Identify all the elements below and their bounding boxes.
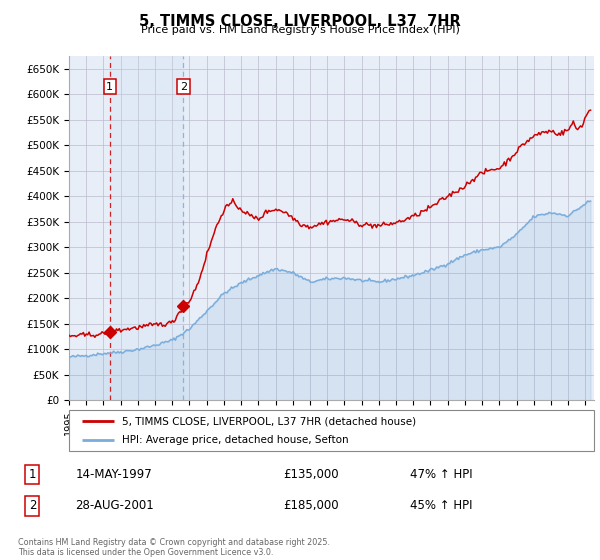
Bar <box>110 56 184 400</box>
Text: £135,000: £135,000 <box>283 468 338 481</box>
Text: 14-MAY-1997: 14-MAY-1997 <box>76 468 152 481</box>
Text: 5, TIMMS CLOSE, LIVERPOOL, L37  7HR: 5, TIMMS CLOSE, LIVERPOOL, L37 7HR <box>139 14 461 29</box>
Text: 2: 2 <box>29 500 36 512</box>
Text: 45% ↑ HPI: 45% ↑ HPI <box>410 500 472 512</box>
Text: Price paid vs. HM Land Registry's House Price Index (HPI): Price paid vs. HM Land Registry's House … <box>140 25 460 35</box>
Text: 2: 2 <box>180 82 187 92</box>
Text: Contains HM Land Registry data © Crown copyright and database right 2025.
This d: Contains HM Land Registry data © Crown c… <box>18 538 330 557</box>
Text: £185,000: £185,000 <box>283 500 338 512</box>
Text: 47% ↑ HPI: 47% ↑ HPI <box>410 468 472 481</box>
FancyBboxPatch shape <box>69 410 594 451</box>
Text: 5, TIMMS CLOSE, LIVERPOOL, L37 7HR (detached house): 5, TIMMS CLOSE, LIVERPOOL, L37 7HR (deta… <box>121 417 416 426</box>
Text: 1: 1 <box>106 82 113 92</box>
Text: 28-AUG-2001: 28-AUG-2001 <box>76 500 154 512</box>
Text: 1: 1 <box>29 468 36 481</box>
Text: HPI: Average price, detached house, Sefton: HPI: Average price, detached house, Seft… <box>121 435 348 445</box>
